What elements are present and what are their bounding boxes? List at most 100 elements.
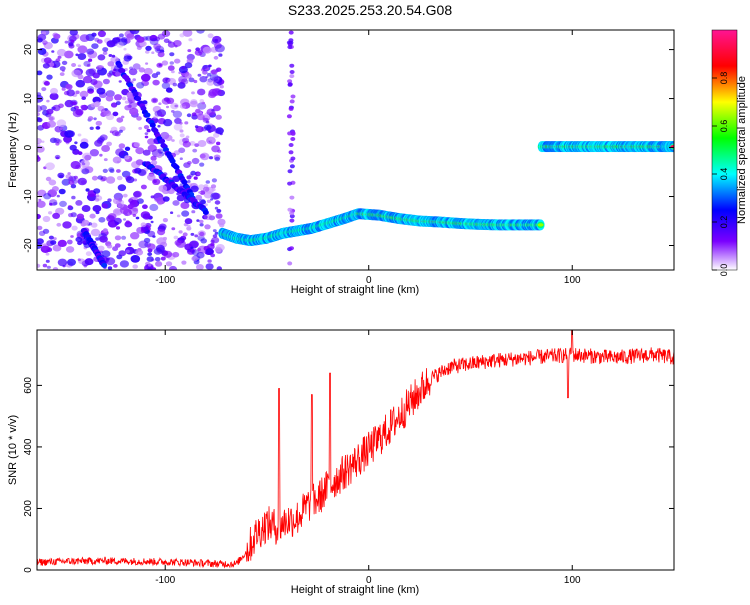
noise-blob — [121, 235, 127, 240]
y-tick-label: 200 — [23, 500, 34, 517]
noise-blob — [57, 55, 62, 59]
noise-blob — [215, 114, 222, 120]
noise-blob — [152, 178, 161, 185]
noise-blob — [64, 50, 74, 59]
noise-blob — [208, 64, 212, 68]
noise-blob — [105, 113, 115, 121]
noise-blob — [129, 30, 140, 35]
noise-blob — [198, 191, 202, 194]
noise-blob — [37, 38, 43, 43]
noise-blob — [69, 35, 77, 42]
noise-blob — [214, 246, 222, 253]
noise-blob — [181, 65, 186, 70]
noise-blob — [52, 244, 62, 252]
noise-blob — [92, 205, 102, 212]
noise-blob — [132, 78, 136, 82]
x-tick-label: -100 — [155, 275, 175, 286]
noise-blob — [179, 157, 183, 160]
noise-blob — [101, 145, 110, 152]
noise-blob — [190, 232, 195, 236]
noise-blob — [41, 87, 47, 92]
noise-blob — [157, 33, 166, 40]
noise-blob — [37, 105, 43, 113]
noise-blob — [166, 97, 175, 105]
noise-blob — [68, 42, 74, 47]
noise-blob — [45, 176, 52, 182]
noise-blob — [135, 147, 145, 155]
noise-blob — [75, 90, 80, 95]
noise-blob — [215, 213, 223, 219]
noise-blob — [172, 82, 177, 87]
noise-blob — [289, 70, 295, 74]
noise-blob — [211, 178, 217, 183]
noise-blob — [207, 33, 214, 39]
noise-blob — [37, 156, 40, 160]
snr-frame — [36, 329, 675, 571]
noise-blob — [116, 117, 124, 123]
noise-blob — [72, 109, 83, 118]
noise-blob — [153, 115, 158, 120]
noise-blob — [75, 200, 83, 206]
noise-blob — [167, 65, 175, 71]
streak-point — [173, 164, 180, 170]
noise-blob — [125, 249, 130, 254]
noise-blob — [188, 77, 195, 83]
noise-blob — [140, 222, 147, 228]
noise-blob — [101, 203, 109, 209]
noise-blob — [56, 139, 62, 144]
noise-blob — [211, 69, 218, 75]
noise-blob — [189, 100, 198, 108]
noise-blob — [38, 198, 42, 202]
noise-blob — [172, 200, 180, 206]
noise-blob — [186, 113, 192, 118]
noise-blob — [102, 168, 108, 173]
noise-blob — [76, 213, 85, 220]
noise-blob — [141, 73, 151, 82]
noise-blob — [108, 54, 113, 57]
noise-blob — [83, 60, 91, 67]
noise-blob — [49, 199, 58, 206]
noise-blob — [192, 148, 198, 153]
noise-blob — [205, 263, 214, 270]
colorbar-ticks: 0.0 0.2 0.4 0.6 0.8 — [712, 72, 729, 276]
noise-blob — [46, 74, 53, 80]
noise-blob — [200, 199, 206, 205]
noise-blob — [287, 261, 293, 266]
noise-blob — [193, 79, 198, 84]
noise-blob — [46, 265, 51, 269]
x-tick-label: -100 — [155, 575, 175, 586]
noise-blob — [151, 160, 158, 166]
noise-blob — [82, 152, 92, 161]
noise-blob — [59, 72, 65, 76]
noise-blob — [67, 205, 72, 209]
noise-blob — [173, 123, 183, 131]
noise-blob — [210, 253, 216, 258]
noise-blob — [91, 43, 99, 49]
noise-blob — [187, 160, 192, 165]
noise-blob — [136, 82, 145, 89]
noise-blob — [184, 218, 193, 225]
noise-blob — [163, 250, 173, 258]
noise-blob — [67, 258, 76, 266]
noise-blob — [178, 230, 183, 234]
noise-blob — [197, 248, 202, 251]
noise-blob — [91, 175, 98, 181]
streak-point — [149, 122, 156, 128]
noise-blob — [128, 68, 138, 76]
streak-point — [101, 262, 108, 268]
noise-blob — [150, 155, 157, 161]
noise-blob — [287, 79, 293, 84]
noise-blob — [136, 198, 144, 204]
noise-blob — [142, 204, 148, 209]
noise-blob — [288, 106, 294, 111]
noise-blob — [109, 168, 115, 173]
noise-blob — [48, 115, 55, 122]
noise-blob — [42, 63, 50, 69]
noise-blob — [105, 95, 114, 102]
noise-blob — [176, 214, 181, 218]
noise-blob — [136, 36, 145, 43]
streak-point — [124, 77, 131, 83]
noise-blob — [132, 214, 137, 217]
noise-blob — [179, 33, 185, 38]
